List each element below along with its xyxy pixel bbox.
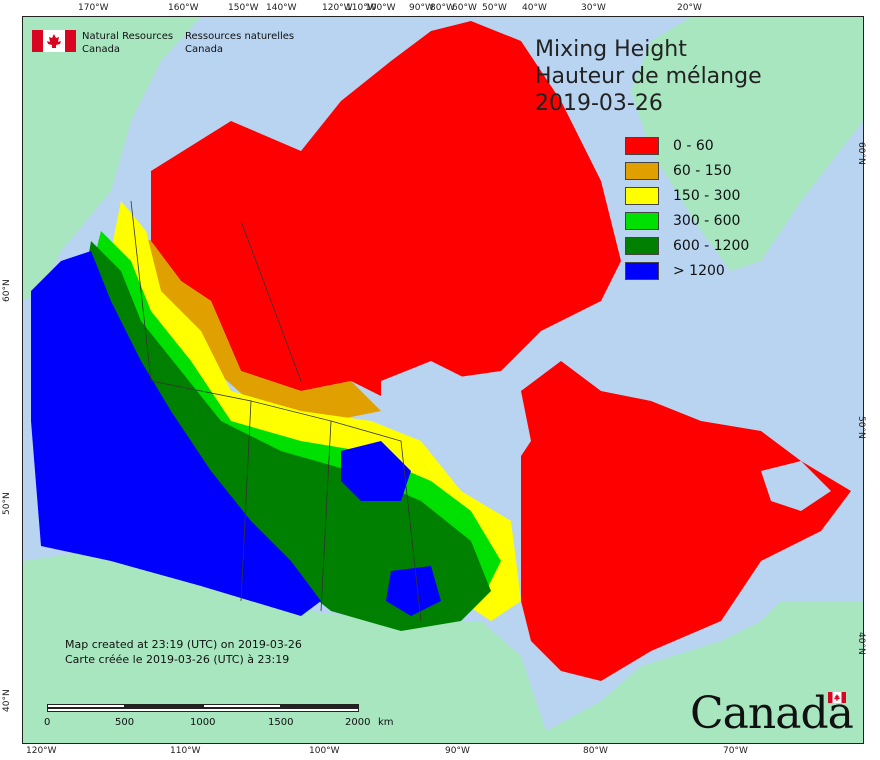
creation-note-fr: Carte créée le 2019-03-26 (UTC) à 23:19 [65, 653, 290, 666]
legend-label: 300 - 600 [673, 212, 741, 229]
legend-label: 0 - 60 [673, 137, 714, 154]
tick-top: 150°W [228, 3, 259, 13]
zone-dark-green [81, 241, 491, 631]
legend-item: 150 - 300 [625, 183, 749, 208]
creation-note: Map created at 23:19 (UTC) on 2019-03-26… [65, 637, 302, 667]
scale-segment [203, 704, 281, 708]
scale-segment [125, 704, 203, 708]
creation-note-en: Map created at 23:19 (UTC) on 2019-03-26 [65, 638, 302, 651]
legend-item: 300 - 600 [625, 208, 749, 233]
tick-bottom: 90°W [445, 746, 470, 756]
scale-label: 2000 [345, 717, 371, 728]
tick-bottom: 110°W [170, 746, 201, 756]
agency-en-line1: Natural Resources [82, 31, 174, 42]
scale-bar [47, 704, 359, 714]
canada-flag-icon [32, 30, 76, 52]
agency-fr: Ressources naturelles Canada [185, 30, 294, 56]
title-en: Mixing Height [535, 37, 687, 62]
scale-segment [47, 708, 359, 712]
legend: 0 - 60 60 - 150 150 - 300 300 - 600 600 … [625, 133, 749, 283]
zone-red-east [521, 361, 851, 681]
title-date: 2019-03-26 [535, 91, 663, 116]
legend-item: 60 - 150 [625, 158, 749, 183]
tick-top: 120°W [322, 3, 353, 13]
legend-label: > 1200 [673, 262, 725, 279]
tick-top: 80°W [430, 3, 455, 13]
tick-right: 60°N [856, 142, 866, 165]
zone-blue [31, 251, 321, 616]
legend-swatch [625, 211, 659, 230]
legend-swatch [625, 261, 659, 280]
tick-top: 100°W [365, 3, 396, 13]
legend-swatch [625, 236, 659, 255]
tick-top: 20°W [677, 3, 702, 13]
tick-top: 60°W [452, 3, 477, 13]
legend-swatch [625, 136, 659, 155]
alaska-land [23, 17, 201, 301]
zone-orange [131, 231, 381, 421]
agency-fr-line1: Ressources naturelles [185, 31, 295, 42]
scale-segment [281, 704, 359, 708]
province-borders [130, 200, 422, 622]
tick-bottom: 80°W [583, 746, 608, 756]
map-frame [22, 16, 864, 744]
gulf-st-lawrence [761, 461, 831, 511]
tick-top: 30°W [581, 3, 606, 13]
usa-land [23, 551, 863, 743]
tick-top: 50°W [482, 3, 507, 13]
legend-item: 0 - 60 [625, 133, 749, 158]
legend-label: 600 - 1200 [673, 237, 750, 254]
canada-wordmark: Canada [690, 688, 854, 739]
greenland-land [631, 17, 863, 271]
tick-top: 90°W [409, 3, 434, 13]
legend-item: > 1200 [625, 258, 749, 283]
tick-bottom: 70°W [723, 746, 748, 756]
legend-label: 150 - 300 [673, 187, 741, 204]
legend-item: 600 - 1200 [625, 233, 749, 258]
tick-left: 60°N [2, 279, 12, 302]
hudson-bay [381, 361, 531, 481]
title-fr: Hauteur de mélange [535, 64, 762, 89]
map-title: Mixing Height Hauteur de mélange 2019-03… [535, 36, 762, 117]
tick-right: 40°N [856, 632, 866, 655]
tick-left: 50°N [2, 492, 12, 515]
scale-label: 0 [44, 717, 51, 728]
tick-left: 40°N [2, 689, 12, 712]
legend-swatch [625, 186, 659, 205]
legend-label: 60 - 150 [673, 162, 732, 179]
zone-red-north [151, 21, 621, 401]
scale-label: 1000 [190, 717, 216, 728]
tick-right: 50°N [856, 416, 866, 439]
scale-label: 1500 [268, 717, 294, 728]
mixing-height-map [23, 17, 863, 743]
tick-top: 160°W [168, 3, 199, 13]
tick-top: 40°W [522, 3, 547, 13]
agency-en-line2: Canada [82, 44, 121, 55]
legend-swatch [625, 161, 659, 180]
tick-bottom: 120°W [26, 746, 57, 756]
agency-fr-line2: Canada [185, 44, 224, 55]
tick-top: 140°W [266, 3, 297, 13]
zone-blue-lake [386, 566, 441, 616]
tick-top: 110°W [346, 3, 377, 13]
tick-bottom: 100°W [309, 746, 340, 756]
scale-segment [47, 704, 125, 708]
wordmark-flag-icon [828, 692, 846, 703]
scale-unit: km [378, 717, 394, 728]
scale-label: 500 [115, 717, 135, 728]
tick-top: 170°W [78, 3, 109, 13]
zone-blue-central [341, 441, 411, 501]
agency-en: Natural Resources Canada [82, 30, 173, 56]
